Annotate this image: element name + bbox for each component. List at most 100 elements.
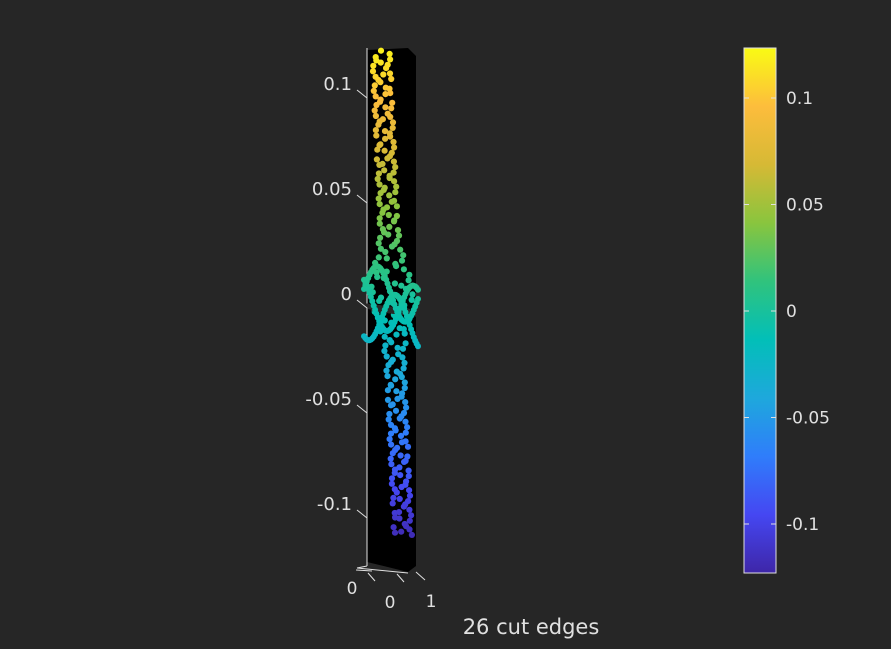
z-tick-mark bbox=[356, 89, 368, 99]
data-point bbox=[377, 234, 384, 241]
x-tick-mark bbox=[367, 572, 376, 582]
data-point bbox=[393, 388, 400, 395]
data-point bbox=[387, 381, 394, 388]
data-point bbox=[371, 107, 378, 114]
y-tick-label: 0 bbox=[347, 579, 358, 599]
data-point bbox=[389, 99, 396, 106]
data-point bbox=[400, 365, 407, 372]
data-point bbox=[401, 330, 408, 337]
data-point bbox=[398, 373, 405, 381]
data-point bbox=[391, 529, 399, 536]
x-axis-line bbox=[356, 567, 409, 574]
data-point bbox=[385, 362, 392, 369]
data-point bbox=[393, 489, 400, 496]
colorbar-tick-label: 0 bbox=[786, 302, 797, 322]
data-point bbox=[384, 396, 392, 403]
z-tick-mark bbox=[356, 509, 368, 519]
data-point bbox=[398, 528, 405, 535]
data-point bbox=[387, 56, 394, 63]
data-point bbox=[384, 373, 391, 380]
data-point bbox=[406, 271, 413, 278]
data-point bbox=[375, 195, 382, 202]
data-point bbox=[395, 351, 402, 358]
cut-edge-point bbox=[415, 286, 421, 293]
data-point bbox=[404, 443, 412, 450]
data-point bbox=[389, 450, 396, 457]
data-point bbox=[399, 345, 407, 352]
data-point bbox=[385, 231, 392, 238]
data-point bbox=[379, 160, 386, 167]
data-point bbox=[391, 217, 398, 224]
z-tick-label: -0.05 bbox=[305, 389, 352, 410]
data-point bbox=[389, 401, 396, 408]
data-point bbox=[406, 526, 413, 533]
colorbar-tick-label: 0.05 bbox=[786, 196, 824, 216]
data-point bbox=[385, 416, 392, 423]
data-point bbox=[383, 367, 390, 374]
data-point bbox=[387, 90, 394, 97]
data-point bbox=[373, 101, 380, 109]
data-point bbox=[380, 71, 387, 78]
data-point bbox=[374, 273, 381, 281]
data-point bbox=[387, 430, 395, 437]
data-point bbox=[389, 119, 397, 126]
data-point bbox=[377, 245, 384, 252]
cut-edges bbox=[361, 263, 421, 350]
data-point bbox=[383, 353, 390, 360]
data-point bbox=[389, 124, 396, 131]
data-point bbox=[376, 220, 383, 227]
data-point bbox=[374, 146, 381, 153]
data-point bbox=[373, 132, 380, 139]
data-point bbox=[396, 495, 403, 502]
data-point bbox=[387, 133, 394, 140]
data-point bbox=[381, 147, 388, 154]
x-tick-mark bbox=[396, 573, 405, 583]
data-point bbox=[402, 399, 409, 406]
data-point bbox=[369, 68, 377, 75]
cut-edge-point bbox=[415, 296, 421, 302]
data-point bbox=[398, 282, 405, 289]
data-point bbox=[386, 174, 393, 182]
data-point bbox=[374, 175, 381, 183]
data-point bbox=[382, 84, 389, 91]
data-point bbox=[394, 344, 401, 351]
z-tick-label: -0.1 bbox=[317, 494, 352, 515]
data-point bbox=[408, 512, 415, 519]
data-point bbox=[377, 47, 385, 54]
chart-title: 26 cut edges bbox=[463, 615, 600, 639]
data-point bbox=[399, 354, 406, 361]
data-point bbox=[408, 296, 415, 303]
data-point bbox=[392, 189, 399, 196]
data-point bbox=[400, 266, 407, 273]
data-point bbox=[394, 227, 402, 234]
data-point bbox=[376, 181, 383, 188]
data-point bbox=[376, 215, 383, 222]
data-point bbox=[384, 387, 391, 394]
data-point bbox=[388, 339, 395, 346]
z-ticks: 0.1 0.05 0 -0.05 -0.1 bbox=[305, 74, 368, 519]
data-point bbox=[392, 376, 399, 383]
data-point bbox=[390, 158, 397, 165]
data-point bbox=[397, 452, 404, 459]
data-point bbox=[396, 415, 403, 422]
colorbar-tick-label: 0.1 bbox=[786, 89, 813, 109]
data-point bbox=[375, 240, 382, 247]
y-tick-mark bbox=[355, 569, 373, 572]
data-point bbox=[406, 487, 413, 494]
data-point bbox=[393, 183, 400, 190]
data-point bbox=[379, 209, 386, 216]
data-point bbox=[375, 254, 382, 261]
data-point bbox=[381, 347, 388, 355]
data-point bbox=[393, 203, 400, 210]
data-point bbox=[403, 404, 410, 411]
z-tick-mark bbox=[356, 194, 368, 204]
data-point bbox=[391, 280, 398, 287]
z-tick-label: 0.05 bbox=[312, 179, 352, 200]
x-tick-label: 0 bbox=[385, 593, 396, 613]
data-point bbox=[371, 82, 378, 89]
data-point bbox=[388, 475, 396, 482]
data-point bbox=[388, 75, 395, 83]
data-point bbox=[377, 190, 384, 197]
